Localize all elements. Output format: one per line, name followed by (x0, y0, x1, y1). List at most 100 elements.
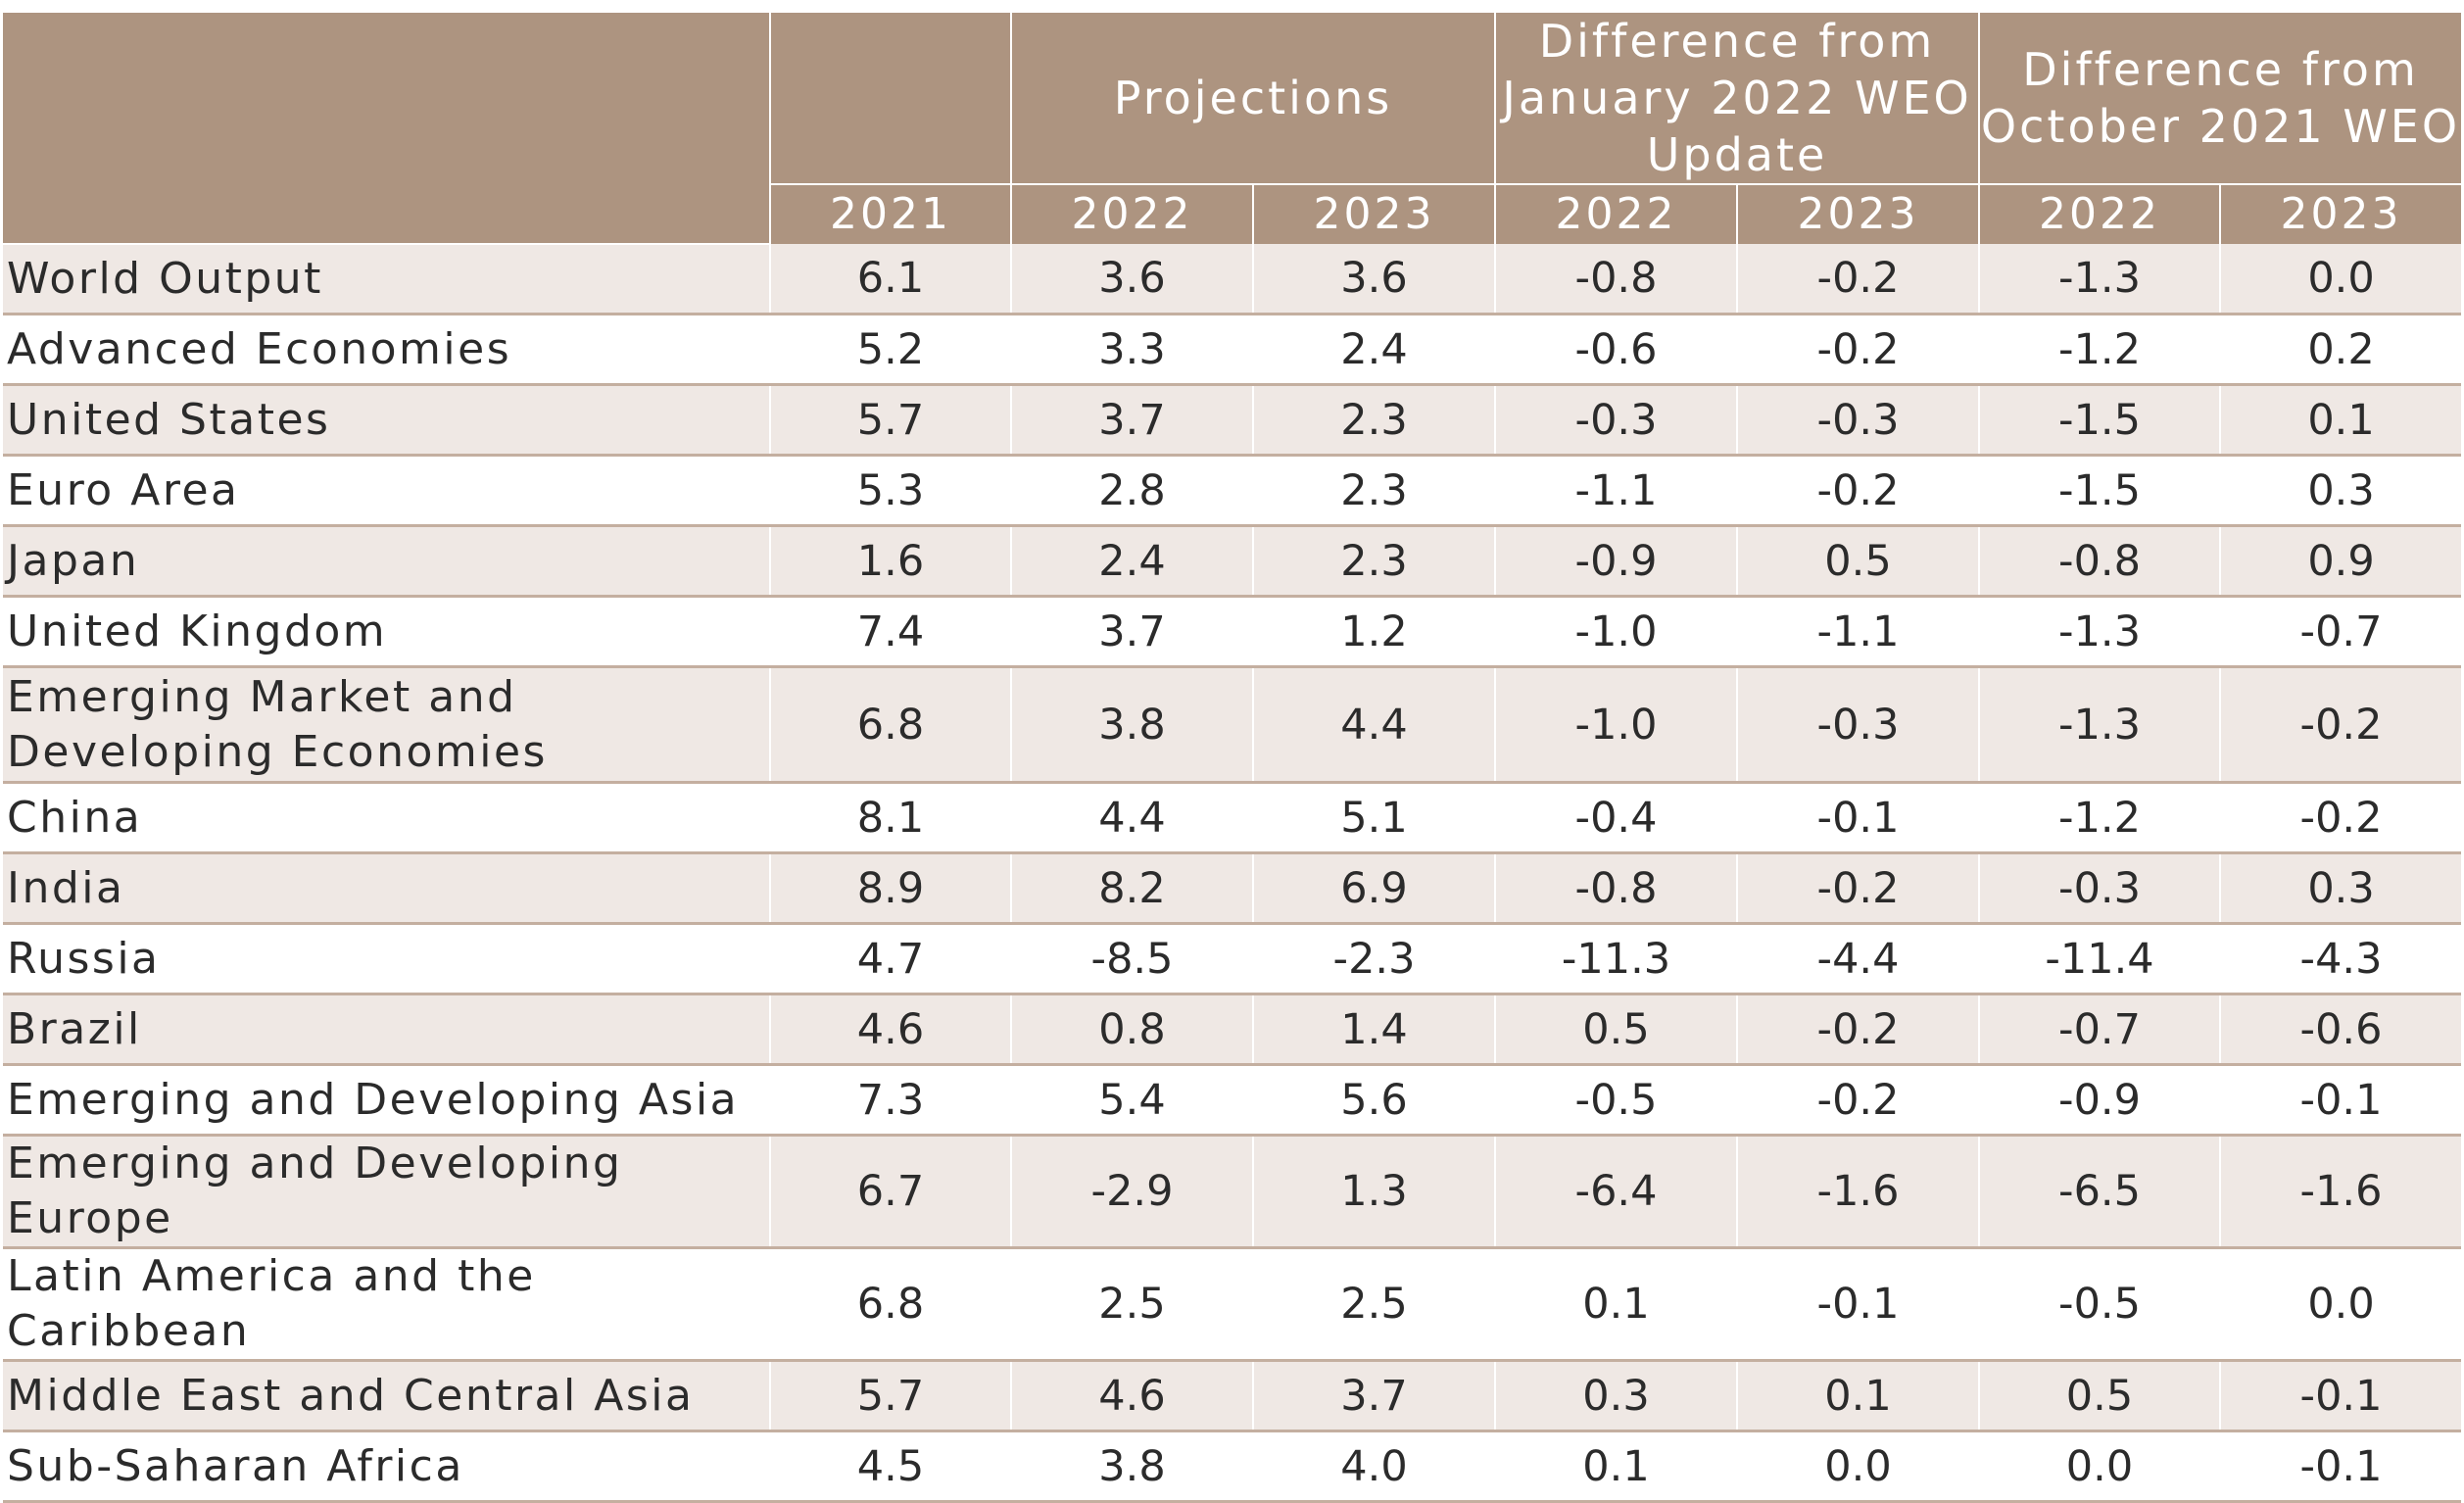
row-label: Emerging and Developing Europe (3, 1135, 770, 1249)
table-row: China 8.1 4.4 5.1 -0.4 -0.1 -1.2 -0.2 (3, 782, 2462, 854)
value-cell: 4.4 (1010, 782, 1253, 854)
value-cell: -0.9 (1978, 1064, 2220, 1137)
value-cell: 5.4 (1010, 1064, 1253, 1137)
value-cell: -1.6 (1736, 1135, 1979, 1249)
value-cell: 1.3 (1252, 1135, 1495, 1249)
table-row: India 8.9 8.2 6.9 -0.8 -0.2 -0.3 0.3 (3, 852, 2462, 925)
value-cell: 4.7 (769, 923, 1011, 995)
value-cell: -2.9 (1010, 1135, 1253, 1249)
row-label: Russia (3, 923, 770, 995)
value-cell: 2.3 (1252, 525, 1495, 598)
value-cell: -0.8 (1494, 244, 1737, 315)
value-cell: 3.7 (1010, 384, 1253, 457)
value-cell: 2.5 (1010, 1247, 1253, 1362)
value-cell: 0.0 (1978, 1430, 2220, 1503)
header-year-row: 2021 2022 2023 2022 2023 2022 2023 (3, 184, 2462, 244)
value-cell: -1.1 (1736, 596, 1979, 668)
value-cell: -11.3 (1494, 923, 1737, 995)
value-cell: 0.9 (2218, 525, 2462, 598)
table-row: United Kingdom 7.4 3.7 1.2 -1.0 -1.1 -1.3 -0.7 (3, 596, 2462, 668)
year-header-cell: 2021 (769, 184, 1011, 244)
table-row: Latin America and the Caribbean 6.8 2.5 2.5… (3, 1247, 2462, 1362)
value-cell: -4.4 (1736, 923, 1979, 995)
value-cell: -0.8 (1494, 852, 1737, 925)
year-header-cell: 2023 (2218, 184, 2462, 244)
value-cell: 0.0 (2218, 1247, 2462, 1362)
value-cell: -0.3 (1736, 666, 1979, 784)
value-cell: 6.1 (769, 244, 1011, 315)
value-cell: 3.8 (1010, 666, 1253, 784)
value-cell: 4.0 (1252, 1430, 1495, 1503)
value-cell: 2.4 (1252, 314, 1495, 386)
value-cell: -1.1 (1494, 455, 1737, 527)
row-label: Japan (3, 525, 770, 598)
value-cell: 0.5 (1494, 994, 1737, 1066)
value-cell: 3.7 (1252, 1360, 1495, 1432)
value-cell: -0.1 (2218, 1064, 2462, 1137)
row-label: United Kingdom (3, 596, 770, 668)
value-cell: -11.4 (1978, 923, 2220, 995)
value-cell: 6.8 (769, 1247, 1011, 1362)
table-row: Russia 4.7 -8.5 -2.3 -11.3 -4.4 -11.4 -4.3 (3, 923, 2462, 995)
table-row: Japan 1.6 2.4 2.3 -0.9 0.5 -0.8 0.9 (3, 525, 2462, 598)
value-cell: -0.7 (1978, 994, 2220, 1066)
header-empty-cell (769, 13, 1011, 185)
value-cell: 0.3 (2218, 852, 2462, 925)
header-projections: Projections (1010, 13, 1495, 185)
value-cell: -0.3 (1736, 384, 1979, 457)
row-label: Emerging Market and Developing Economies (3, 666, 770, 784)
value-cell: 4.6 (769, 994, 1011, 1066)
value-cell: 0.3 (2218, 455, 2462, 527)
value-cell: -0.8 (1978, 525, 2220, 598)
value-cell: 1.4 (1252, 994, 1495, 1066)
value-cell: -0.2 (1736, 244, 1979, 315)
value-cell: 8.1 (769, 782, 1011, 854)
row-label: India (3, 852, 770, 925)
value-cell: 0.8 (1010, 994, 1253, 1066)
value-cell: 3.8 (1010, 1430, 1253, 1503)
value-cell: 0.0 (1736, 1430, 1979, 1503)
table-row: Advanced Economies 5.2 3.3 2.4 -0.6 -0.2 -1.2 0… (3, 314, 2462, 386)
row-label: Brazil (3, 994, 770, 1066)
table-row: Middle East and Central Asia 5.7 4.6 3.7 0.3… (3, 1360, 2462, 1432)
year-header-cell: 2023 (1252, 184, 1495, 244)
value-cell: -0.1 (2218, 1360, 2462, 1432)
value-cell: -0.4 (1494, 782, 1737, 854)
row-label: Advanced Economies (3, 314, 770, 386)
value-cell: 0.1 (1494, 1247, 1737, 1362)
value-cell: 5.6 (1252, 1064, 1495, 1137)
row-label: Emerging and Developing Asia (3, 1064, 770, 1137)
value-cell: 0.3 (1494, 1360, 1737, 1432)
value-cell: 2.3 (1252, 455, 1495, 527)
value-cell: 0.5 (1736, 525, 1979, 598)
growth-projections-table: Projections Difference from January 2022… (3, 13, 2462, 1503)
value-cell: -0.2 (2218, 666, 2462, 784)
value-cell: 6.7 (769, 1135, 1011, 1249)
row-label: Latin America and the Caribbean (3, 1247, 770, 1362)
year-header-cell: 2023 (1736, 184, 1979, 244)
value-cell: 0.2 (2218, 314, 2462, 386)
value-cell: -0.2 (1736, 455, 1979, 527)
row-label: Sub-Saharan Africa (3, 1430, 770, 1503)
value-cell: -0.2 (2218, 782, 2462, 854)
value-cell: -0.1 (1736, 1247, 1979, 1362)
value-cell: 2.8 (1010, 455, 1253, 527)
value-cell: 5.3 (769, 455, 1011, 527)
value-cell: 2.4 (1010, 525, 1253, 598)
value-cell: -1.2 (1978, 314, 2220, 386)
value-cell: -0.7 (2218, 596, 2462, 668)
value-cell: 4.5 (769, 1430, 1011, 1503)
table-row: Sub-Saharan Africa 4.5 3.8 4.0 0.1 0.0 0.0 -0.1 (3, 1430, 2462, 1503)
table-row: Brazil 4.6 0.8 1.4 0.5 -0.2 -0.7 -0.6 (3, 994, 2462, 1066)
row-label: China (3, 782, 770, 854)
value-cell: -6.5 (1978, 1135, 2220, 1249)
table-row: World Output 6.1 3.6 3.6 -0.8 -0.2 -1.3 0.0 (3, 244, 2462, 315)
header-corner-cell (3, 13, 770, 245)
header-group-row: Projections Difference from January 2022… (3, 13, 2462, 245)
value-cell: -8.5 (1010, 923, 1253, 995)
value-cell: -1.3 (1978, 244, 2220, 315)
row-label: United States (3, 384, 770, 457)
row-label: World Output (3, 244, 770, 315)
value-cell: -1.3 (1978, 596, 2220, 668)
value-cell: -0.2 (1736, 314, 1979, 386)
